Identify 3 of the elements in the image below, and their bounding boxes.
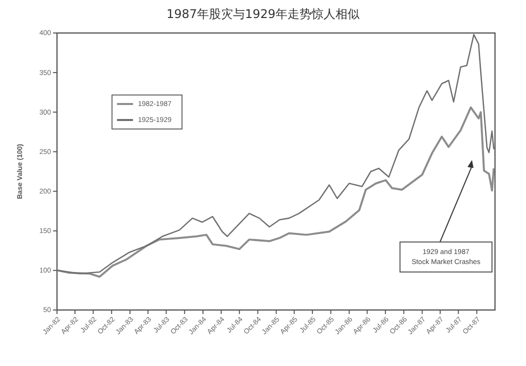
line-series [56, 106, 495, 278]
line-series [57, 34, 494, 274]
chart-title: 1987年股灾与1929年走势惊人相似 [166, 7, 360, 21]
